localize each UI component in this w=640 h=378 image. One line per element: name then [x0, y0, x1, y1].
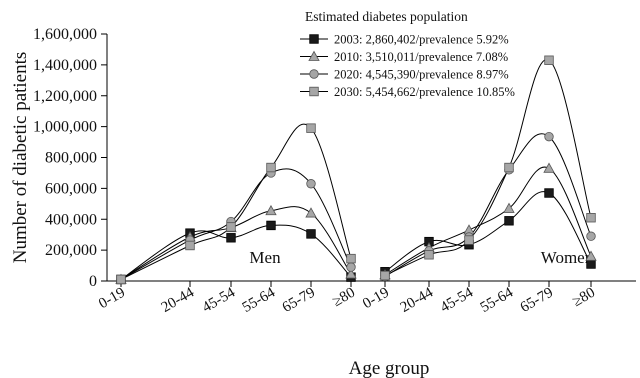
data-point-marker — [544, 131, 554, 142]
legend: Estimated diabetes population 2003: 2,860… — [300, 9, 515, 99]
data-point-marker — [504, 162, 514, 173]
y-tick-label: 0 — [89, 273, 97, 290]
y-tick-label: 1,600,000 — [33, 26, 97, 43]
y-tick-label: 800,000 — [45, 150, 97, 167]
x-tick-label: 0-19 — [96, 285, 128, 313]
data-point-marker — [305, 207, 317, 218]
data-point-marker — [503, 202, 515, 213]
legend-marker — [308, 50, 320, 61]
legend-entry: 2020: 4,545,390/prevalence 8.97% — [334, 68, 509, 82]
data-point-marker — [226, 233, 236, 243]
x-tick-label: 45-54 — [438, 284, 477, 316]
data-point-marker — [543, 162, 555, 173]
x-tick-label: 0-19 — [360, 285, 392, 313]
x-tick-label: 55-64 — [240, 284, 279, 316]
data-point-marker — [544, 188, 554, 198]
series-line-2 — [120, 206, 352, 280]
x-tick-label: ≥80 — [570, 285, 598, 310]
data-point-marker — [265, 204, 277, 216]
data-point-marker — [346, 262, 356, 272]
legend-title: Estimated diabetes population — [305, 9, 468, 24]
x-tick-label: ≥80 — [330, 285, 358, 310]
data-point-marker — [464, 235, 474, 245]
x-tick-label: 65-79 — [280, 285, 318, 316]
x-tick-label: 45-54 — [200, 284, 239, 316]
data-point-marker — [586, 213, 596, 223]
panel-label: Men — [249, 248, 281, 267]
series-line-3 — [120, 168, 352, 280]
data-point-marker — [306, 229, 316, 239]
data-point-marker — [380, 270, 390, 281]
data-point-marker — [346, 253, 356, 264]
data-point-marker — [266, 220, 276, 231]
legend-marker — [309, 86, 319, 97]
x-tick-label: 55-64 — [478, 284, 517, 316]
data-point-marker — [585, 250, 597, 261]
data-point-marker — [266, 162, 276, 173]
y-tick-label: 600,000 — [45, 180, 97, 197]
data-point-marker — [544, 55, 554, 65]
legend-entry: 2010: 3,510,011/prevalence 7.08% — [334, 50, 508, 64]
y-tick-label: 1,200,000 — [33, 88, 97, 105]
data-point-marker — [226, 222, 236, 232]
data-point-marker — [586, 259, 596, 269]
y-tick-label: 400,000 — [45, 211, 97, 228]
legend-entry: 2003: 2,860,402/prevalence 5.92% — [334, 33, 509, 47]
series-line-1 — [120, 224, 352, 280]
data-point-marker — [424, 250, 434, 260]
y-tick-label: 1,400,000 — [33, 57, 97, 74]
x-tick-label: 20-44 — [398, 284, 437, 316]
legend-entry: 2030: 5,454,662/prevalence 10.85% — [334, 85, 515, 99]
data-point-marker — [116, 274, 126, 285]
axes: 0 200,000 400,000 600,000 800,000 1,000,000 1,… — [10, 26, 636, 378]
y-axis-label: Number of diabetic patients — [10, 52, 31, 264]
legend-marker — [309, 69, 319, 79]
data-point-marker — [306, 179, 316, 189]
y-tick-label: 1,000,000 — [33, 119, 97, 136]
panel-label: Women — [541, 248, 594, 267]
series-markers — [115, 55, 597, 285]
data-point-marker — [586, 231, 596, 241]
data-point-marker — [345, 268, 357, 279]
data-point-marker — [185, 240, 195, 251]
data-point-marker — [306, 123, 316, 133]
data-point-marker — [504, 216, 514, 226]
series-line-4 — [120, 123, 352, 280]
y-tick-label: 200,000 — [45, 242, 97, 259]
legend-marker — [309, 34, 319, 44]
x-tick-label: 20-44 — [159, 284, 198, 316]
x-tick-label: 65-79 — [518, 285, 556, 316]
x-axis-label: Age group — [349, 358, 430, 378]
